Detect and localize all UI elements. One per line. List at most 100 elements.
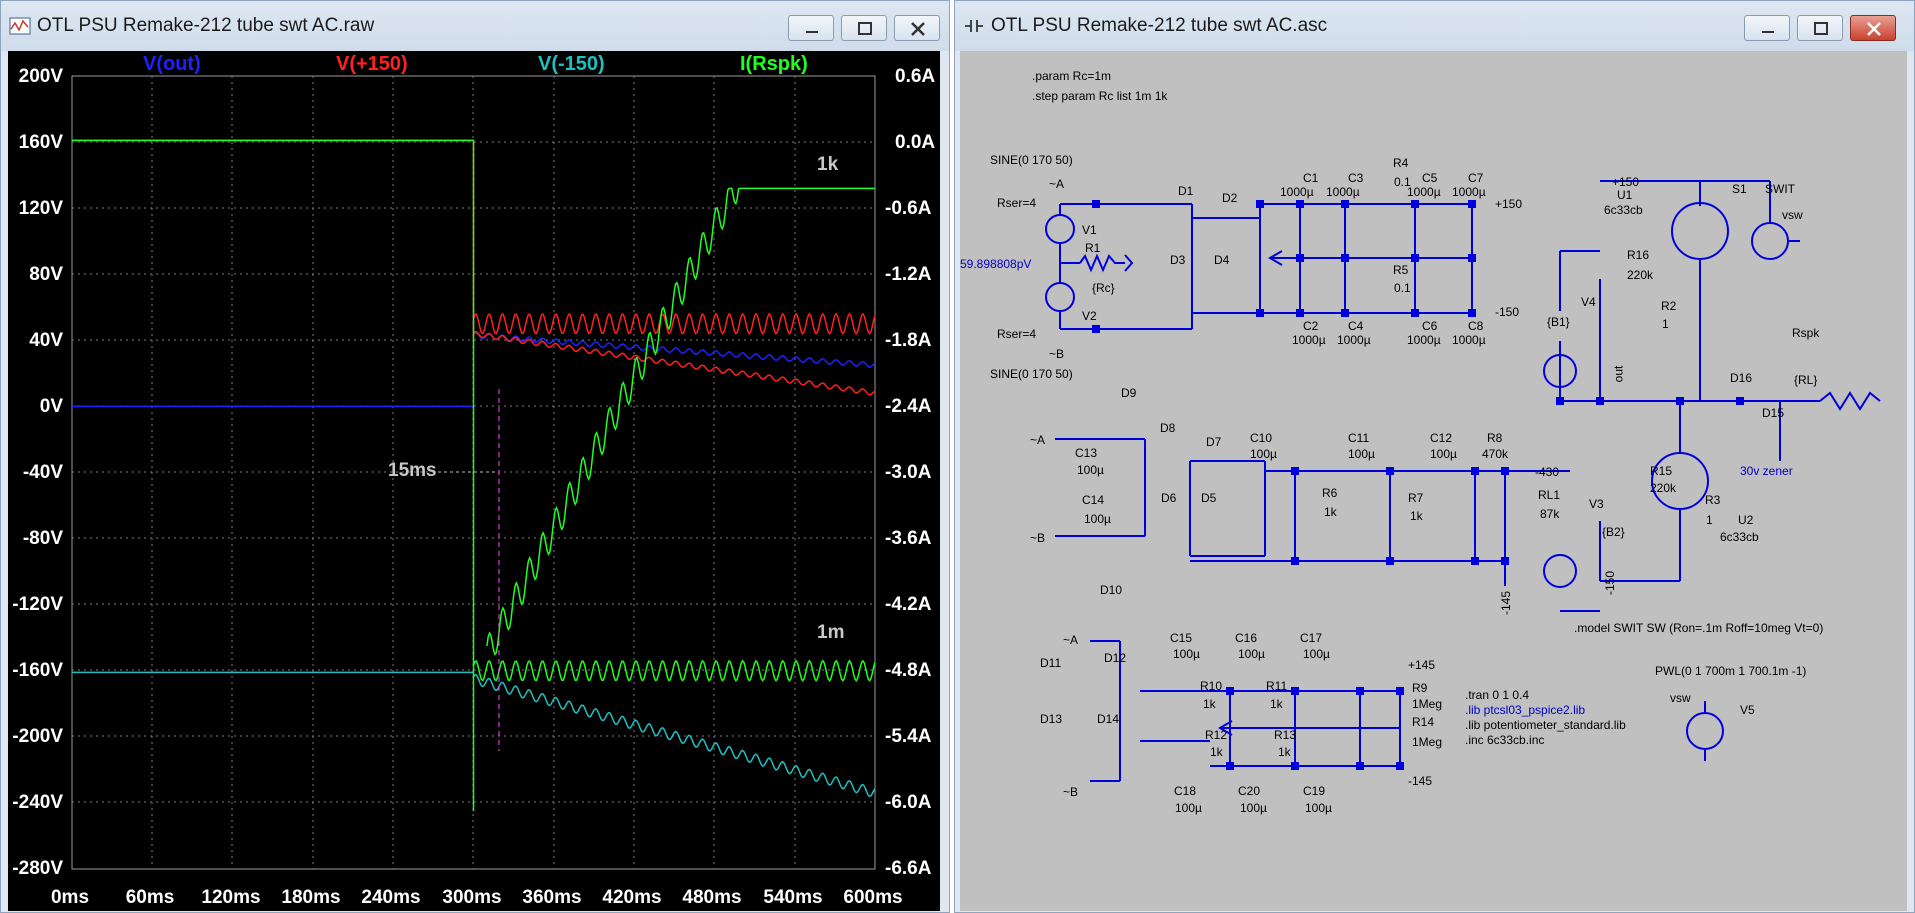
close-icon <box>1867 22 1881 36</box>
label-c3v: 1000µ <box>1326 185 1360 199</box>
x-axis-tick: 480ms <box>682 887 742 908</box>
label-c8v: 1000µ <box>1452 333 1486 347</box>
label-c1: C1 <box>1303 171 1319 185</box>
label-c12v: 100µ <box>1430 447 1457 461</box>
x-axis-tick: 180ms <box>281 887 341 908</box>
waveform-titlebar[interactable]: OTL PSU Remake-212 tube swt AC.raw <box>1 1 949 51</box>
trace-label-vm150[interactable]: V(-150) <box>538 53 605 75</box>
schematic-canvas[interactable]: .param Rc=1m .step param Rc list 1m 1k .… <box>960 51 1907 911</box>
x-axis-tick: 300ms <box>442 887 502 908</box>
maximize-button[interactable] <box>1797 15 1843 41</box>
minimize-button[interactable] <box>1744 15 1790 41</box>
waveform-traces <box>72 139 876 812</box>
label-r12: R12 <box>1205 728 1228 742</box>
label-m145[interactable]: -145 <box>1499 590 1514 616</box>
label-c5: C5 <box>1422 171 1438 185</box>
label-r1: R1 <box>1085 241 1101 255</box>
label-pb3[interactable]: ~B <box>1063 785 1079 799</box>
label-c10: C10 <box>1250 431 1273 445</box>
left-axis-tick: -160V <box>12 660 63 681</box>
trace-label-vout[interactable]: V(out) <box>143 53 201 75</box>
label-rl1v: 87k <box>1540 507 1560 521</box>
label-c11: C11 <box>1348 431 1370 445</box>
x-axis-tick: 240ms <box>361 887 421 908</box>
right-axis-tick: -4.2A <box>885 594 932 615</box>
trace-vp150-1k <box>473 330 876 396</box>
directive-model[interactable]: .model SWIT SW (Ron=.1m Roff=10meg Vt=0) <box>1574 621 1824 635</box>
label-c4: C4 <box>1348 319 1364 333</box>
label-v4: V4 <box>1581 295 1596 309</box>
trace-irspk-1k <box>486 187 875 656</box>
label-c7: C7 <box>1468 171 1484 185</box>
directive-param[interactable]: .param Rc=1m <box>1032 69 1112 83</box>
close-button[interactable] <box>894 15 940 41</box>
label-r9: R9 <box>1412 681 1428 695</box>
schematic-titlebar[interactable]: OTL PSU Remake-212 tube swt AC.asc <box>955 1 1914 51</box>
label-r8: R8 <box>1487 431 1503 445</box>
label-r2v: 1 <box>1662 317 1669 331</box>
label-m145b[interactable]: -145 <box>1408 774 1433 788</box>
close-icon <box>911 22 925 36</box>
label-pb[interactable]: ~B <box>1049 347 1065 361</box>
label-c8: C8 <box>1468 319 1484 333</box>
right-axis-tick: -6.6A <box>885 858 932 879</box>
label-r9v: 1Meg <box>1412 697 1443 711</box>
directive-lib1[interactable]: .lib ptcsl03_pspice2.lib <box>1465 703 1586 717</box>
label-c10v: 100µ <box>1250 447 1277 461</box>
label-zener: 30v zener <box>1740 464 1793 478</box>
left-axis-tick: -200V <box>12 726 63 747</box>
label-c17: C17 <box>1300 631 1323 645</box>
label-r12v: 1k <box>1210 745 1223 759</box>
directive-step[interactable]: .step param Rc list 1m 1k <box>1032 89 1168 103</box>
directive-tran[interactable]: .tran 0 1 0.4 <box>1465 688 1530 702</box>
curve-label-1k: 1k <box>817 154 839 175</box>
label-d15: D15 <box>1762 406 1785 420</box>
label-c13v: 100µ <box>1077 463 1104 477</box>
label-r11: R11 <box>1266 679 1288 693</box>
minimize-button[interactable] <box>788 15 834 41</box>
label-c6v: 1000µ <box>1407 333 1441 347</box>
label-pa2[interactable]: ~A <box>1030 433 1046 447</box>
label-pb2[interactable]: ~B <box>1030 531 1046 545</box>
label-m150b[interactable]: -150 <box>1603 570 1618 596</box>
label-c14: C14 <box>1082 493 1105 507</box>
trace-vp150-1m <box>472 312 876 336</box>
trace-irspk <box>72 139 475 812</box>
trace-label-irspk[interactable]: I(Rspk) <box>740 53 808 75</box>
waveform-plot-canvas[interactable] <box>8 51 940 911</box>
label-p150-tube[interactable]: +150 <box>1612 175 1640 189</box>
label-pa[interactable]: ~A <box>1049 177 1065 191</box>
right-axis-tick: -6.0A <box>885 792 932 813</box>
label-m150[interactable]: -150 <box>1495 305 1520 319</box>
schematic-wiring <box>1045 180 1881 782</box>
label-r11v: 1k <box>1270 697 1283 711</box>
label-r4v: 0.1 <box>1394 175 1411 189</box>
right-axis-tick: 0.6A <box>895 66 936 87</box>
directive-pwl[interactable]: PWL(0 1 700m 1 700.1m -1) <box>1655 664 1807 678</box>
close-button[interactable] <box>1850 15 1896 41</box>
label-pa3[interactable]: ~A <box>1063 633 1079 647</box>
waveform-window[interactable]: OTL PSU Remake-212 tube swt AC.raw V(out… <box>0 0 950 913</box>
directive-inc[interactable]: .inc 6c33cb.inc <box>1465 733 1545 747</box>
label-m430[interactable]: -430 <box>1535 465 1560 479</box>
label-b2: {B2} <box>1602 525 1625 539</box>
schematic-window[interactable]: OTL PSU Remake-212 tube swt AC.asc <box>954 0 1915 913</box>
label-r6v: 1k <box>1324 505 1337 519</box>
label-d4: D4 <box>1214 253 1230 267</box>
cursor-label-15ms: 15ms <box>388 460 437 481</box>
left-axis-tick: -280V <box>12 858 63 879</box>
waveform-plot[interactable]: V(out) V(+150) V(-150) I(Rspk) 200V 160V… <box>8 51 940 911</box>
directive-lib2[interactable]: .lib potentiometer_standard.lib <box>1465 718 1626 732</box>
label-sine1: SINE(0 170 50) <box>990 153 1073 167</box>
label-r2: R2 <box>1661 299 1677 313</box>
label-c4v: 1000µ <box>1337 333 1371 347</box>
label-c17v: 100µ <box>1303 647 1330 661</box>
x-axis-tick: 0ms <box>50 887 90 908</box>
label-u1: U1 <box>1617 188 1633 202</box>
trace-label-vp150[interactable]: V(+150) <box>336 53 408 75</box>
label-p145[interactable]: +145 <box>1408 658 1436 672</box>
left-axis-tick: 40V <box>29 330 63 351</box>
label-p150[interactable]: +150 <box>1495 197 1523 211</box>
maximize-button[interactable] <box>841 15 887 41</box>
label-d13: D13 <box>1040 712 1063 726</box>
